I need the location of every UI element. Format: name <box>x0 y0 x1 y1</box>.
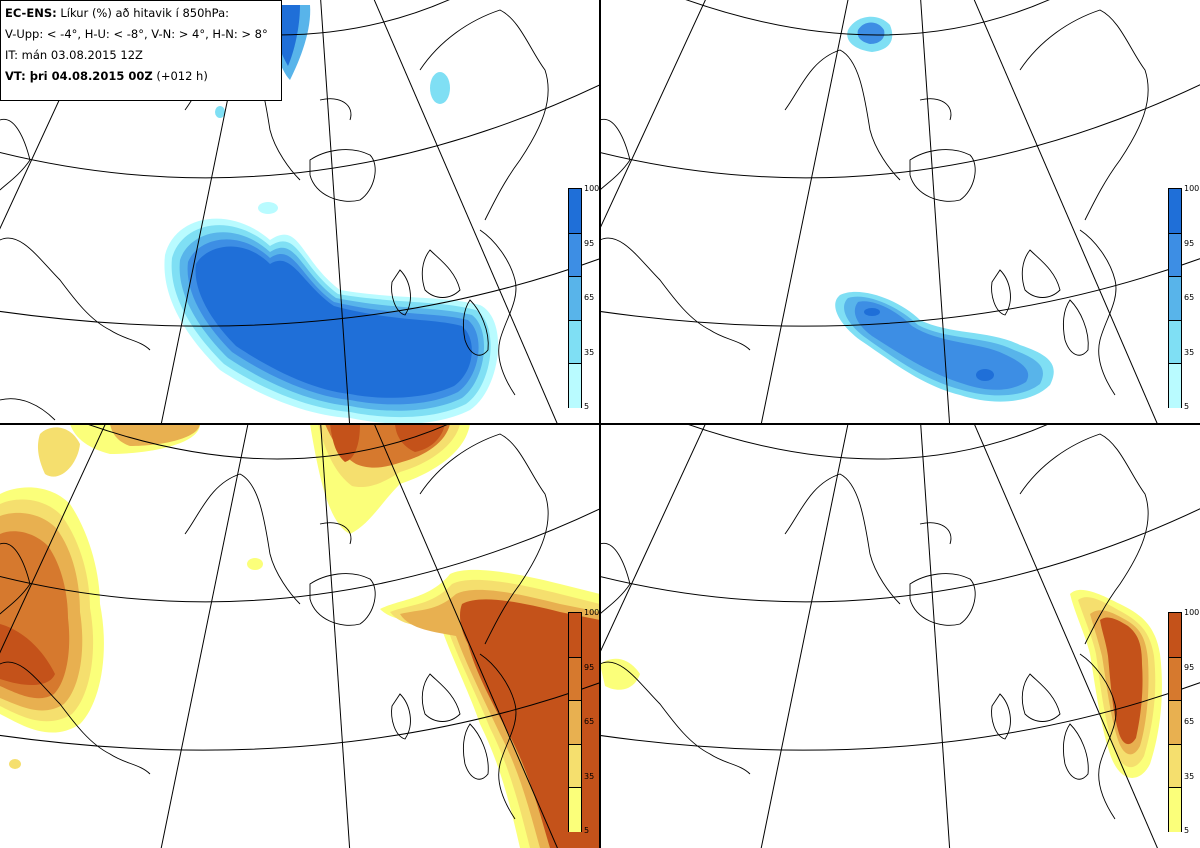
colorbar-segment <box>569 276 581 321</box>
colorbar-segment <box>1169 613 1181 657</box>
info-box: EC-ENS: Líkur (%) að hitavik í 850hPa: V… <box>0 0 282 101</box>
colorbar-tick-label: 100 <box>584 184 600 193</box>
colorbar-tick-label: 5 <box>584 826 590 835</box>
colorbar-tick-label: 100 <box>1184 608 1200 617</box>
colorbar-tick-label: 95 <box>1184 662 1195 672</box>
colorbar-tick-label: 35 <box>584 771 595 781</box>
colorbar-tick-label: 95 <box>584 662 595 672</box>
panel-warm-anomaly-8: 100 95 65 35 5 <box>600 424 1200 848</box>
field-description: Líkur (%) að hitavik í 850hPa: <box>60 6 230 20</box>
colorbar-segment <box>569 787 581 832</box>
coastlines <box>0 9 549 421</box>
panel-cold-anomaly-4: EC-ENS: Líkur (%) að hitavik í 850hPa: V… <box>0 0 600 424</box>
coastlines <box>600 433 1149 820</box>
probability-field <box>600 589 1162 778</box>
probability-field <box>164 5 499 424</box>
colorbar-cold <box>1168 188 1182 408</box>
colorbar-segment <box>1169 656 1181 702</box>
initial-time: IT: mán 03.08.2015 12Z <box>5 48 143 62</box>
colorbar-tick-label: 35 <box>1184 771 1195 781</box>
coastlines <box>0 433 549 820</box>
lead-time: (+012 h) <box>156 69 208 83</box>
colorbar-segment <box>569 656 581 702</box>
colorbar-segment <box>1169 363 1181 408</box>
colorbar-segment <box>569 232 581 278</box>
colorbar-segment <box>1169 743 1181 789</box>
colorbar-tick-label: 65 <box>584 293 595 302</box>
graticule <box>600 0 1200 424</box>
colorbar-tick-label: 100 <box>584 608 600 617</box>
colorbar-tick-label: 95 <box>584 238 595 248</box>
colorbar-segment <box>569 189 581 233</box>
map-canvas <box>600 0 1200 424</box>
panel-cold-anomaly-8: 100 95 65 35 5 <box>600 0 1200 424</box>
graticule <box>600 424 1200 848</box>
colorbar-segment <box>1169 232 1181 278</box>
map-canvas <box>0 0 600 424</box>
colorbar-segment <box>1169 189 1181 233</box>
colorbar-tick-label: 35 <box>1184 347 1195 357</box>
colorbar-cold <box>568 188 582 408</box>
probability-field <box>0 424 600 848</box>
colorbar-segment <box>1169 319 1181 365</box>
colorbar-segment <box>569 700 581 745</box>
colorbar-segment <box>1169 276 1181 321</box>
colorbar-tick-label: 35 <box>584 347 595 357</box>
panel-divider-horizontal <box>0 423 1200 425</box>
colorbar-warm <box>568 612 582 832</box>
colorbar-segment <box>1169 700 1181 745</box>
colorbar-tick-label: 5 <box>1184 826 1190 835</box>
colorbar-segment <box>569 363 581 408</box>
colorbar-segment <box>569 743 581 789</box>
model-name: EC-ENS: <box>5 6 57 20</box>
colorbar-tick-label: 65 <box>584 717 595 726</box>
graticule <box>0 424 600 848</box>
colorbar-tick-label: 100 <box>1184 184 1200 193</box>
colorbar-tick-label: 65 <box>1184 293 1195 302</box>
map-canvas <box>600 424 1200 848</box>
colorbar-warm <box>1168 612 1182 832</box>
colorbar-tick-label: 95 <box>1184 238 1195 248</box>
class-definitions: V-Upp: < -4°, H-U: < -8°, V-N: > 4°, H-N… <box>5 27 268 41</box>
panel-warm-anomaly-4: 100 95 65 35 5 <box>0 424 600 848</box>
colorbar-tick-label: 5 <box>584 402 590 411</box>
colorbar-segment <box>569 319 581 365</box>
map-canvas <box>0 424 600 848</box>
colorbar-segment <box>569 613 581 657</box>
valid-time: VT: þri 04.08.2015 00Z <box>5 69 153 83</box>
coastlines <box>600 9 1149 396</box>
colorbar-tick-label: 5 <box>1184 402 1190 411</box>
colorbar-segment <box>1169 787 1181 832</box>
colorbar-tick-label: 65 <box>1184 717 1195 726</box>
